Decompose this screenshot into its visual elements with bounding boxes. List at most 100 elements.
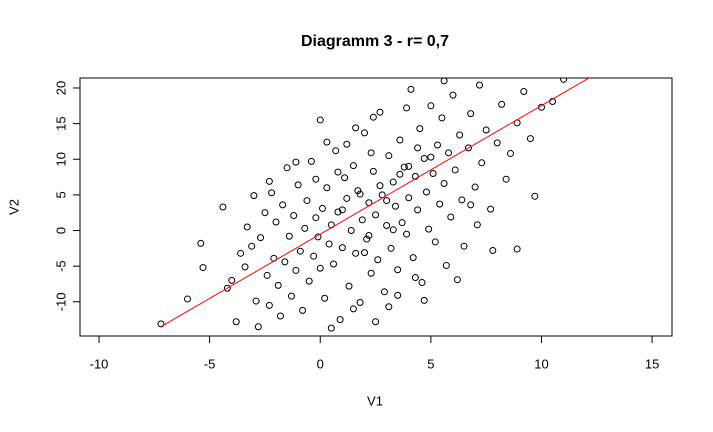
point xyxy=(199,264,207,272)
point xyxy=(414,206,422,214)
point xyxy=(478,159,486,167)
point xyxy=(327,324,335,332)
point xyxy=(294,181,302,189)
point xyxy=(560,78,568,83)
point xyxy=(241,263,249,271)
point xyxy=(414,144,422,152)
y-tick-label: 0 xyxy=(53,227,68,234)
point xyxy=(403,104,411,112)
x-tick-label: -5 xyxy=(204,356,216,371)
point xyxy=(487,205,495,213)
point xyxy=(400,163,408,171)
point xyxy=(385,303,393,311)
point xyxy=(360,249,368,257)
point xyxy=(318,204,326,212)
point xyxy=(489,246,497,254)
point xyxy=(380,288,388,296)
point xyxy=(436,200,444,208)
y-tick-label: 20 xyxy=(53,81,68,95)
point xyxy=(440,179,448,187)
point xyxy=(498,100,506,108)
point xyxy=(549,98,557,106)
point xyxy=(316,116,324,124)
point xyxy=(334,168,342,176)
point xyxy=(312,175,320,183)
point xyxy=(482,126,490,134)
point xyxy=(279,201,287,209)
point xyxy=(376,108,384,116)
point xyxy=(458,196,466,204)
point xyxy=(420,296,428,304)
point xyxy=(283,164,291,172)
point xyxy=(440,78,448,85)
point xyxy=(456,131,464,139)
point xyxy=(338,206,346,214)
point xyxy=(292,158,300,166)
point xyxy=(425,225,433,233)
chart-title: Diagramm 3 - r= 0,7 xyxy=(301,33,449,50)
point xyxy=(513,245,521,253)
x-tick-label: 5 xyxy=(427,356,434,371)
point xyxy=(345,282,353,290)
point xyxy=(356,190,364,198)
point xyxy=(257,234,265,242)
point xyxy=(232,318,240,326)
point xyxy=(219,203,227,211)
y-tick-label: -10 xyxy=(53,292,68,311)
point xyxy=(281,258,289,266)
point xyxy=(367,269,375,277)
point xyxy=(157,320,165,328)
x-tick-label: 10 xyxy=(534,356,548,371)
point xyxy=(184,295,192,303)
point xyxy=(323,138,331,146)
point xyxy=(254,323,262,331)
point xyxy=(405,194,413,202)
point xyxy=(265,301,273,309)
point xyxy=(285,232,293,240)
x-tick-label: 0 xyxy=(317,356,324,371)
plot-area xyxy=(157,78,590,332)
point xyxy=(349,162,357,170)
point xyxy=(520,88,528,96)
point xyxy=(292,266,300,274)
point xyxy=(416,125,424,133)
x-axis-label: V1 xyxy=(367,393,383,408)
point xyxy=(323,184,331,192)
point xyxy=(442,261,450,269)
point xyxy=(343,194,351,202)
point xyxy=(429,170,437,178)
point xyxy=(431,238,439,246)
point xyxy=(427,102,435,110)
point xyxy=(365,232,373,240)
point xyxy=(467,110,475,118)
point xyxy=(354,187,362,195)
point xyxy=(418,279,426,287)
point xyxy=(409,254,417,262)
point xyxy=(301,224,309,232)
point xyxy=(389,226,397,234)
point xyxy=(250,192,258,200)
point xyxy=(325,240,333,248)
point xyxy=(248,242,256,250)
point xyxy=(330,260,338,268)
point xyxy=(363,235,371,243)
point xyxy=(358,216,366,224)
point xyxy=(372,318,380,326)
point xyxy=(502,175,510,183)
y-axis-label: V2 xyxy=(6,199,21,215)
point xyxy=(228,276,236,284)
point xyxy=(396,136,404,144)
point xyxy=(316,264,324,272)
point xyxy=(531,192,539,200)
point xyxy=(237,249,245,257)
x-tick-label: 15 xyxy=(645,356,659,371)
point xyxy=(471,183,479,191)
point xyxy=(197,239,205,247)
point xyxy=(276,312,284,320)
point xyxy=(252,297,260,305)
point xyxy=(343,140,351,148)
point xyxy=(336,316,344,324)
point xyxy=(243,223,251,231)
point xyxy=(407,85,415,93)
point xyxy=(296,247,304,255)
